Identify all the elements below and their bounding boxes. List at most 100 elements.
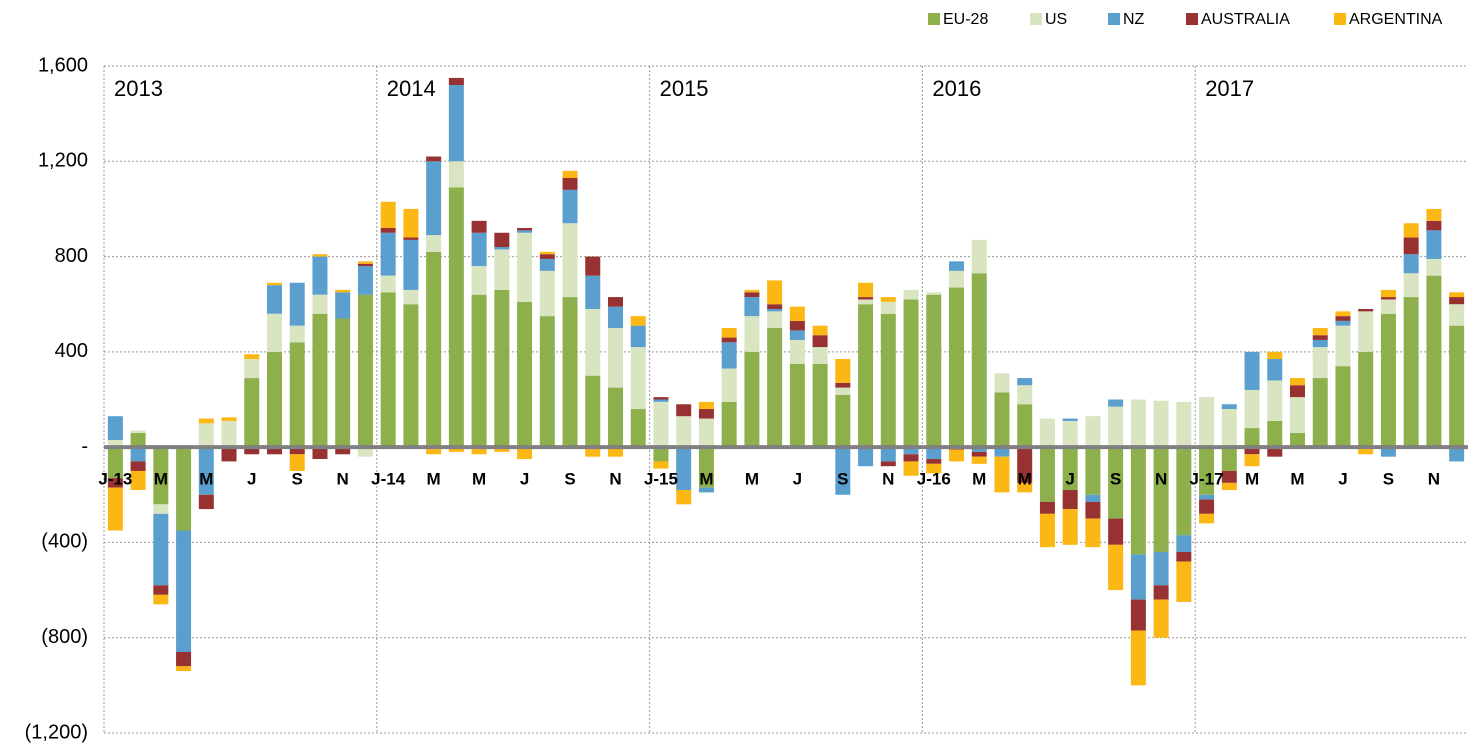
bar-segment (1221, 470, 1237, 483)
bar-segment (858, 299, 874, 305)
x-tick-label: N (882, 470, 894, 489)
bar-segment (744, 351, 760, 448)
bar-segment (1085, 494, 1101, 502)
bar-segment (653, 401, 669, 448)
bar-segment (494, 249, 510, 290)
bar-segment (608, 387, 623, 448)
bar-segment (448, 85, 464, 162)
bar-segment (471, 232, 487, 267)
bar-segment (517, 447, 533, 460)
bar-segment (426, 156, 442, 162)
bar-segment (1085, 416, 1101, 448)
bar-segment (767, 311, 783, 329)
legend-label: NZ (1123, 11, 1145, 28)
bar-segment (1426, 258, 1442, 276)
x-tick-label: M (1290, 470, 1304, 489)
bar-segment (698, 401, 714, 410)
bar-segment (1017, 482, 1033, 493)
bar-segment (1380, 289, 1396, 298)
bar-segment (903, 299, 919, 448)
bar-segment (1017, 447, 1033, 483)
bar-segment (698, 447, 714, 488)
y-tick-label: (400) (41, 531, 88, 553)
bar-segment (1108, 406, 1124, 448)
bar-segment (744, 316, 760, 352)
bar-segment (1358, 308, 1374, 312)
bar-segment (380, 232, 396, 276)
x-tick-label: M (154, 470, 168, 489)
bar-segment (517, 232, 533, 302)
bar-segment (585, 375, 601, 448)
x-tick-label: J-15 (644, 470, 678, 489)
bar-segment (949, 270, 964, 288)
year-label: 2013 (114, 76, 163, 101)
bar-segment (1290, 385, 1305, 398)
bar-segment (585, 256, 601, 276)
bar-segment (1221, 447, 1237, 471)
bar-segment (198, 494, 214, 510)
bar-segment (1244, 389, 1260, 429)
bar-segment (880, 301, 896, 314)
bar-segment (789, 320, 805, 331)
y-tick-label: - (81, 435, 88, 457)
bar-segment (176, 652, 192, 667)
bar-segment (744, 289, 760, 293)
bar-segment (653, 461, 669, 469)
bar-segment (1267, 447, 1283, 457)
bar-segment (1358, 311, 1374, 352)
bar-segment (1221, 482, 1237, 491)
bar-segment (403, 239, 419, 290)
bar-segment (494, 447, 510, 452)
bar-segment (1153, 585, 1169, 600)
bar-segment (471, 447, 487, 455)
bar-segment (153, 447, 169, 505)
bar-segment (630, 409, 646, 448)
bar-segment (789, 330, 805, 340)
bar-segment (858, 304, 874, 448)
bar-segment (1130, 630, 1146, 686)
bar-segment (1221, 409, 1237, 448)
bar-segment (1176, 551, 1192, 562)
bar-segment (1039, 513, 1055, 548)
bar-segment (608, 447, 623, 457)
bar-segment (585, 275, 601, 309)
bar-segment (267, 313, 282, 352)
bar-segment (1267, 420, 1283, 448)
bar-segment (494, 247, 510, 250)
bar-segment (380, 275, 396, 293)
bar-segment (289, 447, 305, 455)
bar-segment (517, 301, 533, 448)
bar-segment (835, 382, 851, 388)
bar-segment (471, 220, 487, 233)
bar-segment (153, 594, 169, 605)
bar-segment (812, 335, 828, 348)
bar-segment (1335, 311, 1351, 317)
x-tick-label: J-16 (917, 470, 951, 489)
bar-segment (107, 439, 123, 448)
bar-segment (653, 399, 669, 402)
x-tick-label: S (837, 470, 848, 489)
bar-segment (608, 328, 623, 388)
bar-segment (357, 263, 373, 267)
bar-segment (630, 325, 646, 348)
bar-segment (426, 447, 442, 455)
bar-segment (1108, 518, 1124, 545)
bar-segment (1335, 325, 1351, 367)
bar-segment (926, 459, 942, 464)
bar-segment (676, 404, 692, 417)
bar-segment (335, 292, 351, 319)
x-tick-label: J (520, 470, 529, 489)
x-tick-label: M (745, 470, 759, 489)
bar-segment (1199, 513, 1215, 524)
bar-segment (562, 223, 578, 298)
bar-segment (1380, 313, 1396, 448)
bar-segment (221, 420, 237, 448)
bar-segment (107, 478, 123, 488)
bar-segment (1039, 501, 1055, 514)
bar-segment (1335, 320, 1351, 326)
bar-segment (1039, 418, 1055, 448)
bar-segment (926, 463, 942, 474)
bar-segment (267, 447, 282, 455)
bar-segment (880, 297, 896, 302)
bar-segment (357, 261, 373, 264)
